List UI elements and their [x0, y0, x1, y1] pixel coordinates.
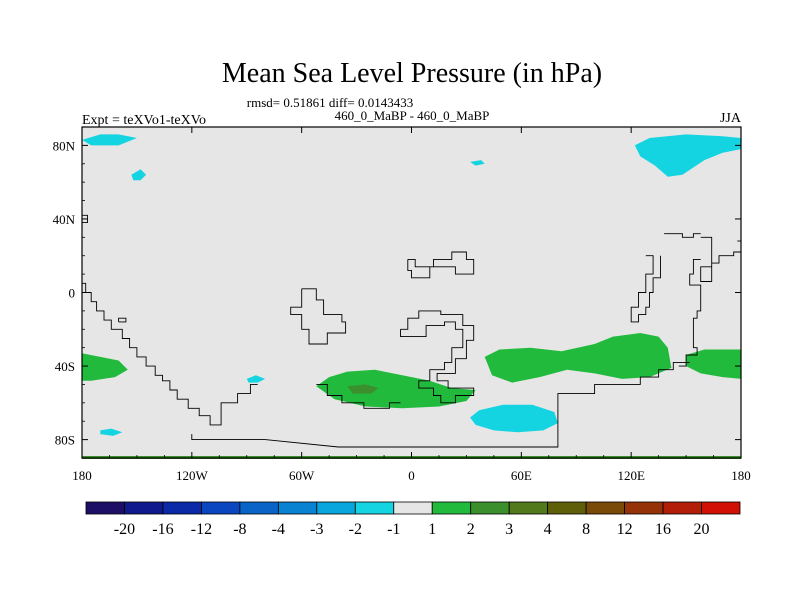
x-tick-label-1: 120W — [176, 468, 209, 483]
colorbar-label-6: -2 — [349, 521, 362, 538]
coastline-8 — [664, 233, 701, 238]
y-tick-label-1: 40N — [53, 212, 76, 227]
anomaly-region-2 — [470, 160, 485, 166]
colorbar-label-1: -16 — [152, 521, 173, 538]
colorbar-label-10: 3 — [505, 521, 513, 538]
x-axis: 180 120W 60W 0 60E 120E 180 — [72, 127, 751, 483]
comparison-label: 460_0_MaBP - 460_0_MaBP — [335, 108, 490, 123]
map-plot — [81, 126, 742, 459]
colorbar-swatch-7 — [354, 501, 395, 515]
anomaly-region-0 — [82, 134, 137, 146]
colorbar-label-4: -4 — [272, 521, 285, 538]
colorbar-swatch-2 — [162, 501, 202, 515]
season-label: JJA — [720, 111, 742, 126]
anomaly-region-8 — [316, 369, 476, 409]
anomaly-region-6 — [470, 404, 558, 433]
colorbar-label-8: 1 — [428, 521, 436, 538]
y-tick-label-0: 80N — [53, 138, 76, 153]
coastline-2 — [118, 317, 127, 323]
colorbar-swatch-3 — [201, 501, 241, 515]
x-tick-label-3: 0 — [408, 468, 415, 483]
colorbar-swatch-9 — [431, 501, 472, 515]
x-tick-label-4: 60E — [511, 468, 532, 483]
anomaly-region-3 — [634, 134, 741, 177]
colorbar-label-13: 12 — [617, 521, 633, 538]
colorbar-label-5: -3 — [310, 521, 323, 538]
colorbar-swatch-8 — [393, 501, 433, 515]
land-boundaries — [82, 214, 741, 448]
chart-title: Mean Sea Level Pressure (in hPa) — [222, 58, 602, 89]
x-tick-label-2: 60W — [289, 468, 315, 483]
coastline-7 — [400, 310, 475, 404]
colorbar-swatch-0 — [85, 501, 125, 515]
coastline-5 — [316, 383, 401, 409]
y-axis: 80N 40N 0 40S 80S — [53, 138, 741, 448]
colorbar-swatch-5 — [277, 501, 318, 515]
anomaly-region-7 — [82, 353, 128, 381]
colorbar-swatch-15 — [662, 501, 702, 515]
coastline-9 — [700, 236, 741, 282]
y-tick-label-3: 40S — [55, 359, 75, 374]
colorbar-label-14: 16 — [655, 521, 671, 538]
stats-text: rmsd= 0.51861 diff= 0.0143433 — [247, 95, 413, 110]
y-tick-label-2: 0 — [69, 286, 76, 301]
x-tick-label-0: 180 — [72, 468, 92, 483]
anomaly-region-10 — [686, 349, 741, 379]
experiment-label: Expt = teXVo1-teXVo — [82, 113, 206, 128]
colorbar-swatch-6 — [316, 501, 356, 515]
anomaly-region-1 — [131, 169, 147, 181]
x-tick-label-5: 120E — [617, 468, 645, 483]
anomaly-fills — [82, 134, 741, 436]
colorbar-swatch-14 — [624, 501, 664, 515]
coastline-11 — [630, 255, 661, 323]
x-tick-label-6: 180 — [731, 468, 751, 483]
coastline-1 — [82, 282, 258, 426]
coastline-12 — [678, 258, 702, 367]
colorbar-label-9: 2 — [467, 521, 475, 538]
colorbar-swatch-11 — [508, 501, 549, 515]
colorbar-label-2: -12 — [191, 521, 212, 538]
anomaly-region-4 — [246, 375, 266, 383]
colorbar: -20 -16 -12 -8 -4 -3 -2 -1 1 2 3 4 8 12 16 20 — [85, 501, 741, 538]
colorbar-label-11: 4 — [544, 521, 552, 538]
anomaly-region-11 — [347, 384, 379, 394]
coastline-6 — [407, 251, 475, 279]
colorbar-swatch-12 — [547, 501, 587, 515]
colorbar-swatch-10 — [470, 501, 510, 515]
anomaly-region-5 — [100, 428, 123, 436]
colorbar-swatch-16 — [701, 501, 741, 515]
anomaly-region-9 — [484, 333, 672, 383]
colorbar-label-12: 8 — [582, 521, 590, 538]
coastline-3 — [191, 361, 690, 448]
colorbar-label-0: -20 — [114, 521, 135, 538]
colorbar-swatch-13 — [585, 501, 625, 515]
colorbar-label-7: -1 — [387, 521, 400, 538]
colorbar-swatch-4 — [239, 501, 279, 515]
y-tick-label-4: 80S — [55, 433, 75, 448]
coastline-4 — [290, 288, 347, 345]
colorbar-swatch-1 — [124, 501, 164, 515]
colorbar-label-15: 20 — [694, 521, 710, 538]
colorbar-label-3: -8 — [233, 521, 246, 538]
